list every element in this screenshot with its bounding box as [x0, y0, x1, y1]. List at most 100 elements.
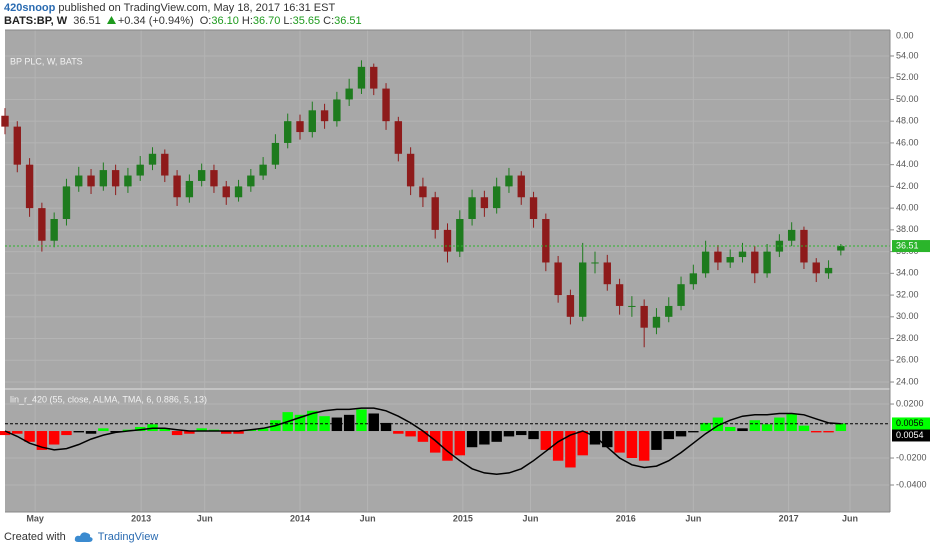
x-tick-label: 2013 [131, 513, 151, 523]
candle-body [751, 251, 759, 274]
ohlc-value: 36.10 [211, 15, 239, 27]
value-label: 0.0056 [896, 418, 924, 428]
histogram-bar [48, 431, 60, 445]
candle-body [591, 262, 599, 264]
x-tick-label: 2014 [290, 513, 310, 523]
histogram-bar [761, 424, 773, 432]
histogram-bar [171, 431, 183, 436]
candle-body [1, 115, 9, 127]
histogram-bar [577, 431, 588, 456]
histogram-bar [442, 431, 453, 461]
histogram-bar [675, 431, 687, 437]
candle-body [234, 186, 243, 198]
histogram-bar [368, 413, 379, 432]
candle-body [210, 170, 218, 187]
up-arrow [106, 16, 116, 24]
histogram-bar [589, 431, 601, 445]
symbol: BATS:BP, W [4, 15, 68, 27]
candle-body [50, 218, 58, 241]
candle-body [62, 186, 71, 219]
candle-body [320, 110, 329, 122]
candle-body [492, 186, 501, 209]
brand[interactable]: TradingView [97, 531, 159, 543]
author[interactable]: 420snoop [4, 2, 56, 14]
y-tick-label: 52.00 [896, 72, 919, 82]
histogram-bar [307, 410, 318, 432]
candle-body [652, 316, 661, 328]
histogram-bar [343, 414, 355, 432]
candle-body [308, 110, 316, 133]
ohlc-value: 36.51 [334, 15, 362, 27]
histogram-bar [491, 431, 502, 442]
logo-icon [74, 532, 93, 542]
pane-background [5, 30, 890, 388]
y-tick-label: 0.0200 [896, 398, 924, 408]
candle-body [787, 229, 796, 241]
price-label-box [892, 240, 930, 253]
histogram-bar [503, 431, 515, 437]
histogram-bar [602, 431, 613, 448]
candle-body [185, 180, 194, 198]
candle-body [173, 175, 181, 198]
candle-body [431, 197, 439, 230]
candle-body [394, 121, 403, 154]
y-tick-label: -0.0200 [896, 452, 927, 462]
candle-body [812, 262, 820, 274]
y-tick-label: 54.00 [896, 50, 919, 60]
candle-body [25, 164, 34, 209]
candle-body [87, 175, 95, 187]
x-tick-label: Jun [197, 513, 213, 523]
y-tick-label: 48.00 [896, 116, 919, 126]
published-text: published on TradingView.com, May 18, 20… [58, 2, 336, 14]
histogram-bar [688, 431, 699, 433]
ohlc-label: C: [323, 15, 335, 27]
candle-body [800, 229, 808, 263]
x-tick-label: May [26, 513, 44, 523]
histogram-bar [565, 431, 576, 468]
value-label-box [892, 417, 930, 430]
y-tick-label: 30.00 [896, 311, 919, 321]
candle-body [517, 175, 525, 198]
histogram-bar [663, 431, 674, 440]
candle-body [406, 153, 415, 187]
histogram-bar [516, 431, 527, 436]
candle-body [161, 153, 169, 176]
y-tick-label: 50.00 [896, 94, 919, 104]
histogram-bar [24, 431, 35, 442]
y-tick-label: 32.00 [896, 289, 919, 299]
histogram-bar [233, 431, 244, 434]
candle-body [75, 175, 83, 187]
candle-body [738, 251, 747, 258]
x-tick-label: Jun [522, 513, 538, 523]
candle-body [284, 121, 292, 143]
change: +0.34 (+0.94%) [117, 15, 194, 27]
histogram-bar [823, 431, 834, 433]
candle-body [628, 305, 636, 307]
candle-body [714, 251, 722, 263]
y-tick-label: 26.00 [896, 355, 919, 365]
histogram-bar [614, 431, 625, 453]
candle-body [603, 262, 611, 285]
histogram-bar [737, 428, 748, 432]
ohlc-label: O: [199, 15, 212, 27]
histogram-bar [221, 431, 232, 434]
histogram-bar [393, 431, 404, 434]
candle-body [259, 164, 267, 176]
histogram-bar [429, 431, 441, 453]
histogram-bar [540, 431, 552, 450]
pane-title: BP PLC, W, BATS [10, 56, 83, 66]
candle-body [615, 284, 624, 306]
candle-body [345, 88, 353, 100]
candle-body [775, 240, 784, 252]
histogram-bar [626, 431, 638, 459]
histogram-bar [479, 431, 490, 445]
candle-body [579, 262, 587, 317]
histogram-bar [294, 414, 306, 432]
histogram-bar [380, 422, 392, 432]
candle-body [247, 175, 255, 187]
candle-body [222, 186, 230, 198]
x-tick-label: 2015 [453, 513, 473, 523]
candle-body [136, 164, 144, 176]
value-label-box [892, 429, 930, 442]
